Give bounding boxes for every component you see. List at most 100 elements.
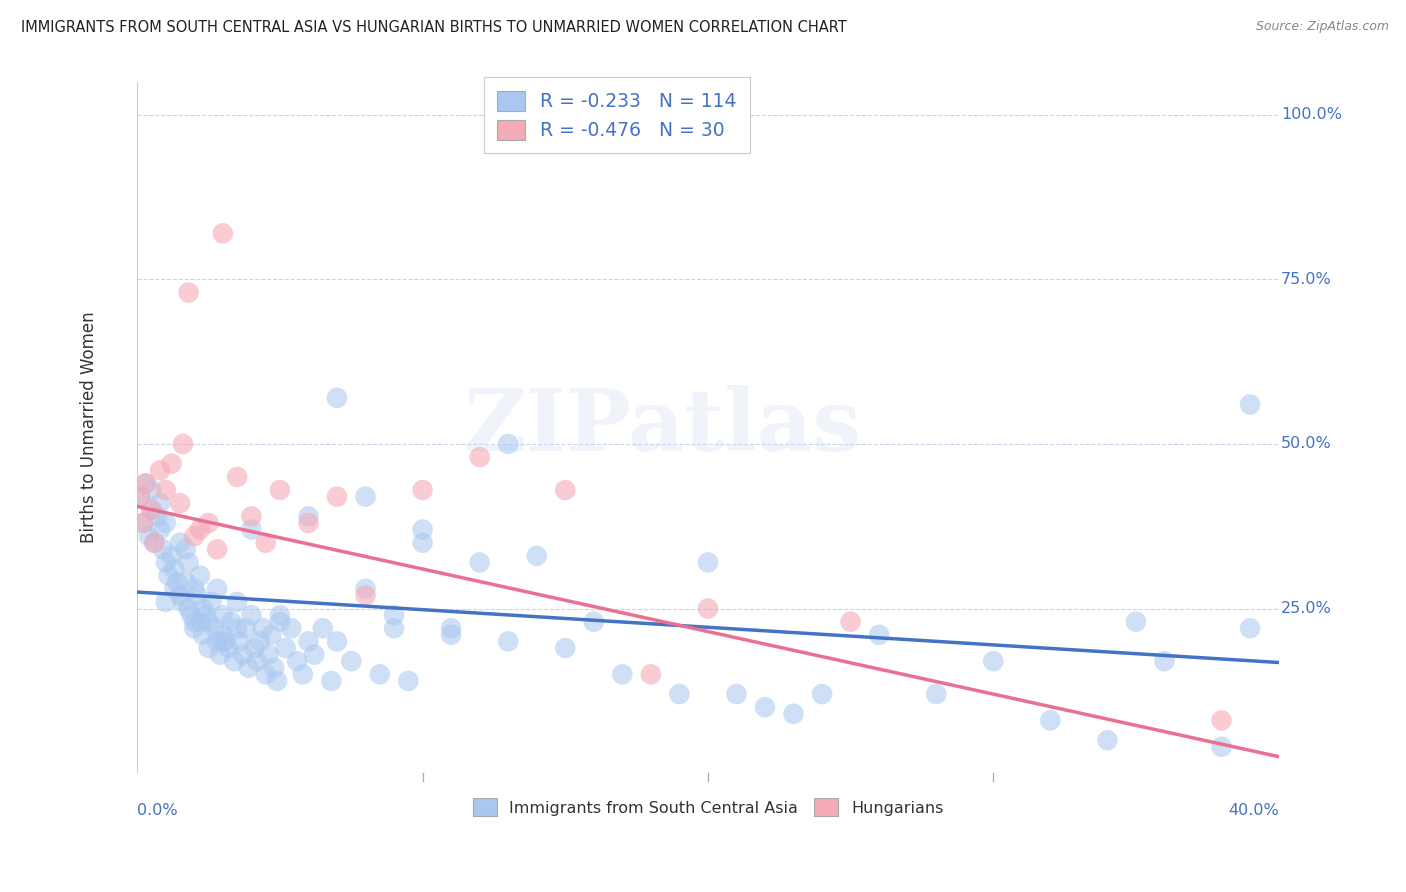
Point bbox=[297, 634, 319, 648]
Point bbox=[412, 535, 434, 549]
Point bbox=[149, 523, 172, 537]
Point bbox=[260, 628, 283, 642]
Point bbox=[249, 634, 271, 648]
Point bbox=[496, 634, 519, 648]
Point bbox=[197, 640, 219, 655]
Point bbox=[302, 648, 325, 662]
Point bbox=[188, 523, 211, 537]
Point bbox=[212, 634, 235, 648]
Point bbox=[152, 542, 174, 557]
Point bbox=[194, 608, 217, 623]
Point bbox=[582, 615, 605, 629]
Point bbox=[160, 549, 183, 563]
Point bbox=[235, 621, 257, 635]
Point bbox=[340, 654, 363, 668]
Point bbox=[263, 661, 285, 675]
Point bbox=[526, 549, 548, 563]
Point bbox=[172, 437, 194, 451]
Point bbox=[440, 621, 463, 635]
Point bbox=[1153, 654, 1175, 668]
Point bbox=[266, 673, 288, 688]
Point bbox=[297, 509, 319, 524]
Point bbox=[354, 582, 377, 596]
Point bbox=[312, 621, 335, 635]
Point bbox=[554, 640, 576, 655]
Point bbox=[229, 634, 252, 648]
Point bbox=[1097, 733, 1119, 747]
Point bbox=[412, 523, 434, 537]
Point bbox=[212, 628, 235, 642]
Point bbox=[697, 556, 720, 570]
Point bbox=[274, 640, 297, 655]
Point bbox=[172, 595, 194, 609]
Point bbox=[132, 516, 155, 530]
Point bbox=[143, 535, 166, 549]
Point bbox=[226, 595, 249, 609]
Point bbox=[205, 582, 228, 596]
Point bbox=[169, 588, 191, 602]
Text: 0.0%: 0.0% bbox=[138, 803, 179, 818]
Point bbox=[326, 391, 349, 405]
Point bbox=[354, 490, 377, 504]
Point bbox=[208, 648, 231, 662]
Point bbox=[160, 457, 183, 471]
Point bbox=[1039, 714, 1062, 728]
Point bbox=[496, 437, 519, 451]
Point bbox=[180, 608, 202, 623]
Point bbox=[468, 556, 491, 570]
Point bbox=[163, 582, 186, 596]
Text: ZIPatlas: ZIPatlas bbox=[464, 385, 862, 469]
Point bbox=[146, 509, 169, 524]
Point bbox=[132, 516, 155, 530]
Point bbox=[183, 529, 205, 543]
Point bbox=[177, 285, 200, 300]
Point bbox=[981, 654, 1004, 668]
Point bbox=[205, 634, 228, 648]
Point bbox=[224, 654, 246, 668]
Point bbox=[612, 667, 634, 681]
Point bbox=[321, 673, 343, 688]
Point bbox=[191, 628, 214, 642]
Point bbox=[396, 673, 419, 688]
Point bbox=[354, 588, 377, 602]
Point bbox=[149, 496, 172, 510]
Point bbox=[183, 582, 205, 596]
Point bbox=[141, 502, 163, 516]
Text: 40.0%: 40.0% bbox=[1227, 803, 1278, 818]
Point bbox=[1211, 714, 1233, 728]
Point bbox=[221, 615, 243, 629]
Point bbox=[177, 556, 200, 570]
Text: 75.0%: 75.0% bbox=[1281, 272, 1331, 287]
Point bbox=[1239, 397, 1261, 411]
Point bbox=[254, 535, 277, 549]
Point bbox=[188, 615, 211, 629]
Point bbox=[155, 483, 177, 497]
Point bbox=[668, 687, 690, 701]
Point bbox=[297, 516, 319, 530]
Point bbox=[1125, 615, 1147, 629]
Point bbox=[382, 621, 405, 635]
Point bbox=[839, 615, 862, 629]
Point bbox=[291, 667, 314, 681]
Point bbox=[205, 542, 228, 557]
Point bbox=[868, 628, 890, 642]
Point bbox=[212, 608, 235, 623]
Point bbox=[257, 648, 280, 662]
Point bbox=[782, 706, 804, 721]
Point bbox=[129, 490, 152, 504]
Point bbox=[254, 667, 277, 681]
Point bbox=[163, 562, 186, 576]
Point bbox=[440, 628, 463, 642]
Point bbox=[412, 483, 434, 497]
Point bbox=[157, 568, 180, 582]
Point bbox=[326, 490, 349, 504]
Point bbox=[246, 654, 269, 668]
Point bbox=[232, 648, 254, 662]
Point bbox=[183, 621, 205, 635]
Point bbox=[138, 529, 160, 543]
Point bbox=[368, 667, 391, 681]
Point bbox=[218, 640, 240, 655]
Point bbox=[202, 621, 225, 635]
Point bbox=[169, 535, 191, 549]
Point bbox=[697, 601, 720, 615]
